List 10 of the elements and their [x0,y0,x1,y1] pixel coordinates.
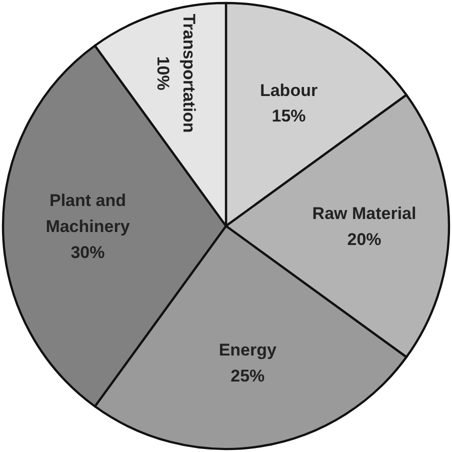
slice-label: Plant and Machinery [46,190,130,236]
slice-label: Labour [260,80,318,100]
slice-label: Transportation [179,14,198,133]
data-label: 15% [272,106,306,126]
data-label: 25% [230,366,265,386]
slice-label: Energy [218,340,277,360]
slice-label: Raw Material [312,204,416,223]
data-label: 30% [70,242,105,262]
data-label: 20% [347,230,382,249]
data-label: 10% [153,56,172,90]
